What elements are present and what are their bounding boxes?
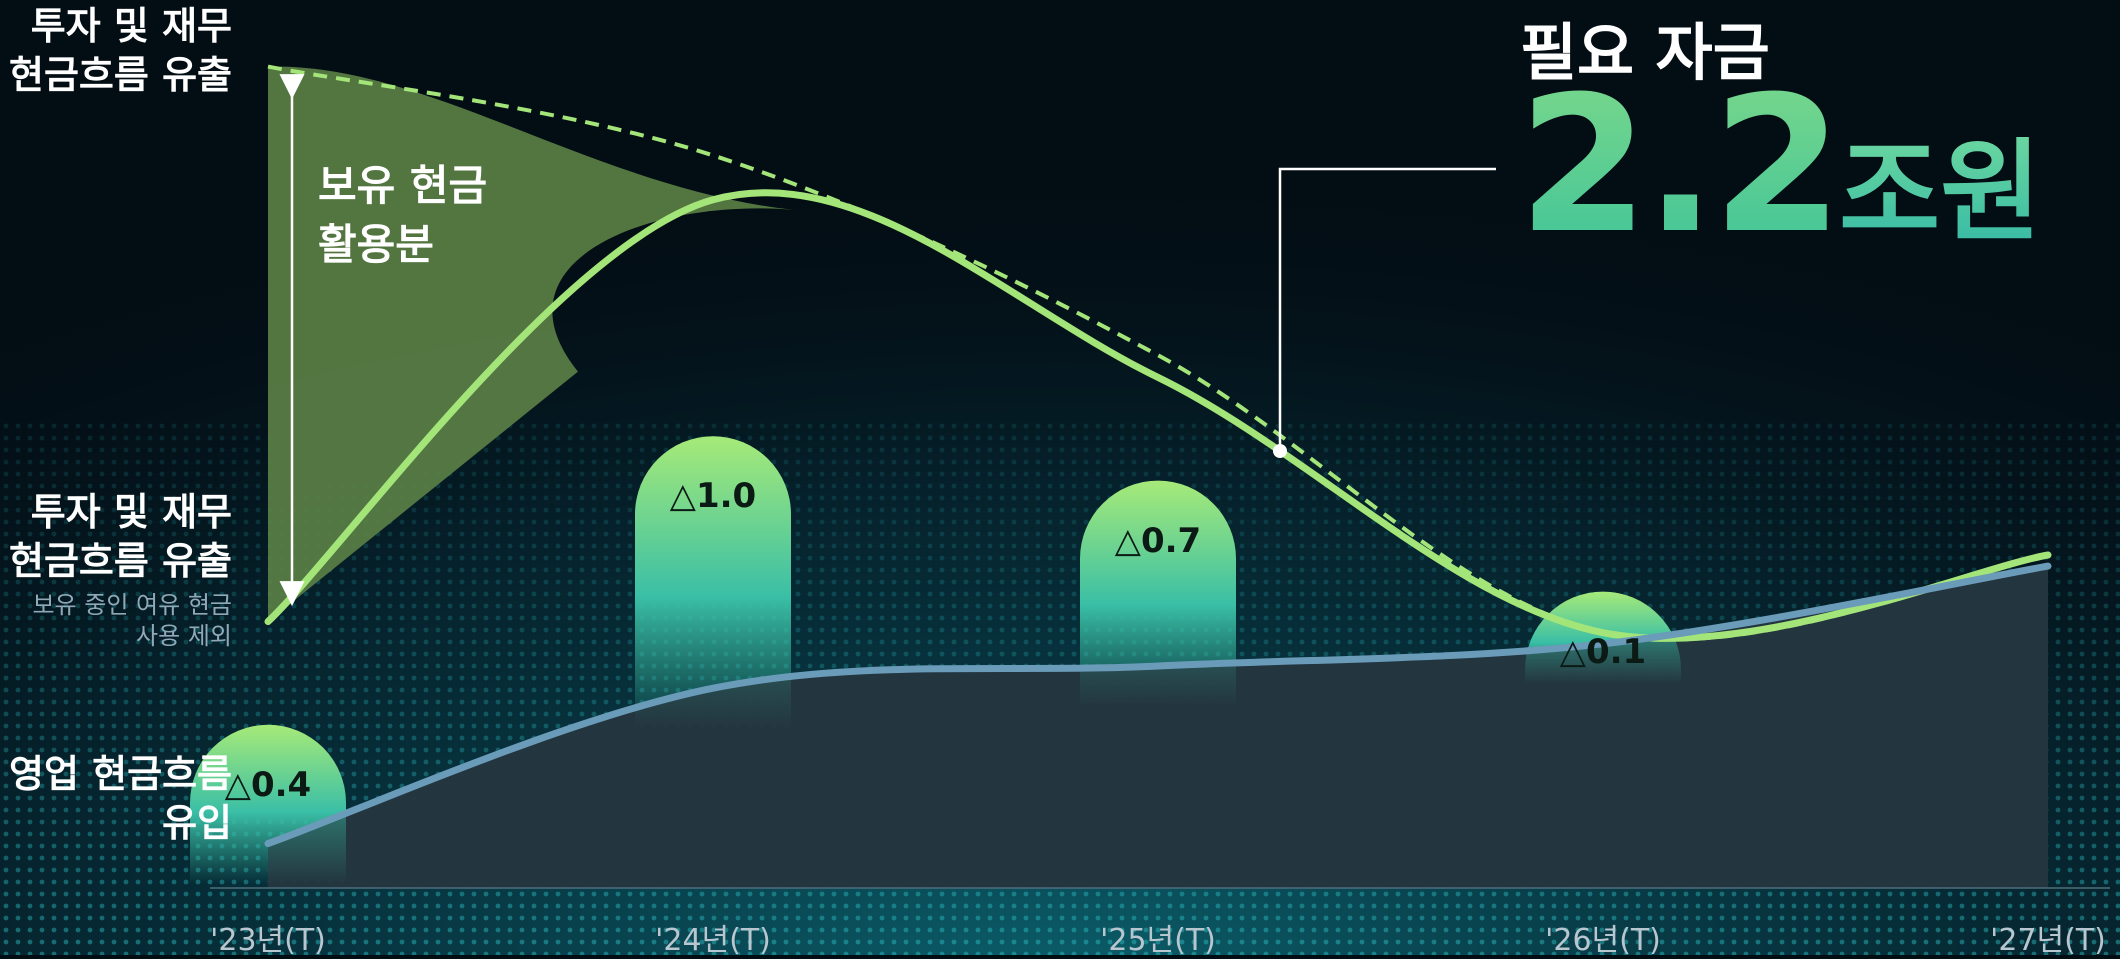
label-inflow-line2: 유입 <box>162 801 232 846</box>
gap-label-1: △0.4 <box>224 764 312 805</box>
callout-line <box>1278 167 1496 451</box>
headline-total-unit: 조원 <box>1839 128 2042 256</box>
plot-area <box>190 64 2110 889</box>
label-middle-outflow-line2: 현금흐름 유출 <box>9 539 232 584</box>
gap-bar-3 <box>1080 480 1236 706</box>
label-middle-note-line2: 사용 제외 <box>136 622 232 651</box>
cash-usage-annotation-line2: 활용분 <box>318 219 434 269</box>
label-top-outflow-line1: 투자 및 재무 <box>30 4 232 48</box>
x-tick-label: '26년(T) <box>1545 923 1661 958</box>
gap-label-2: △1.0 <box>669 476 757 517</box>
label-middle-note: 보유 중인 여유 현금 사용 제외 <box>0 590 232 652</box>
label-inflow: 영업 현금흐름 유입 <box>0 750 232 849</box>
cash-usage-annotation: 보유 현금 활용분 <box>318 157 487 275</box>
headline-total: 2.2조원 <box>1518 72 2041 260</box>
x-tick-label: '27년(T) <box>1990 923 2106 958</box>
cash-usage-area <box>268 66 793 622</box>
headline-title: 필요 자금 <box>1520 16 1770 89</box>
x-tick-label: '23년(T) <box>210 923 326 958</box>
gap-label-3: △0.7 <box>1114 520 1202 561</box>
label-middle-note-line1: 보유 중인 여유 현금 <box>32 591 232 619</box>
label-inflow-line1: 영업 현금흐름 <box>9 752 232 796</box>
cash-usage-annotation-line1: 보유 현금 <box>318 161 488 210</box>
headline-total-number: 2.2 <box>1518 56 1843 275</box>
gap-bar-2 <box>635 436 791 729</box>
callout-dot <box>1273 444 1287 458</box>
x-tick-label: '24년(T) <box>655 923 771 958</box>
inflow-line <box>264 562 2052 848</box>
label-top-outflow: 투자 및 재무 현금흐름 유출 <box>0 2 232 101</box>
label-top-outflow-line2: 현금흐름 유출 <box>9 53 232 98</box>
label-middle-outflow: 투자 및 재무 현금흐름 유출 <box>0 488 232 587</box>
gap-label-4: △0.1 <box>1559 631 1647 672</box>
outflow-line <box>264 189 2052 642</box>
label-middle-outflow-line1: 투자 및 재무 <box>30 490 232 534</box>
x-tick-label: '25년(T) <box>1100 923 1216 958</box>
